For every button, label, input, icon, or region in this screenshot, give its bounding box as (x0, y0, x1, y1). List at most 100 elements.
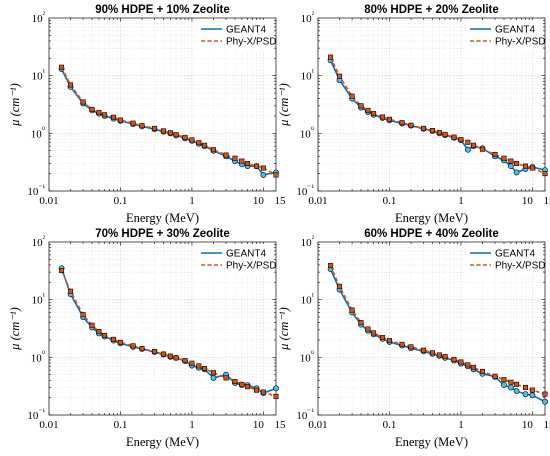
y-axis-label: μ (cm⁻¹) (8, 83, 22, 127)
x-tick-label: 0.1 (383, 419, 397, 431)
data-point (189, 360, 195, 366)
data-point (68, 82, 74, 88)
data-point (380, 335, 386, 341)
legend-label: Phy-X/PSD (226, 261, 277, 272)
chart-panel-4: 0.01 0.1 1 10 15 10⁻¹ 10⁰ 10¹ 10² 60% HDPE + 40% … (277, 228, 550, 449)
data-point (260, 165, 266, 171)
x-tick-label: 0.01 (308, 419, 327, 431)
data-point (253, 163, 259, 169)
data-point (408, 122, 414, 128)
data-point (442, 354, 448, 360)
data-point (458, 359, 464, 365)
x-tick-label: 1 (458, 419, 464, 431)
data-point (371, 111, 377, 117)
chart-title: 80% HDPE + 20% Zeolite (364, 4, 499, 16)
data-point (514, 381, 520, 387)
data-point (239, 381, 245, 387)
chart-panel-1: 0.01 0.1 1 10 15 10⁻¹ 10⁰ 10¹ 10² 90% HDPE + 10% … (8, 4, 286, 225)
legend-label: GEANT4 (495, 25, 535, 36)
data-point (371, 330, 377, 336)
data-point (471, 364, 477, 370)
data-point (96, 329, 102, 335)
x-tick-label: 10 (253, 419, 265, 431)
data-point (117, 339, 123, 345)
data-point (464, 146, 471, 153)
data-point (522, 391, 529, 398)
data-point (492, 373, 498, 379)
series-phyx-psd (59, 64, 279, 178)
x-axis-label: Energy (MeV) (395, 435, 468, 449)
x-tick-label: 10 (253, 195, 265, 207)
data-point (89, 106, 95, 112)
data-point (80, 312, 86, 318)
data-point (167, 353, 173, 359)
y-tick-label: 10⁻¹ (27, 407, 45, 422)
data-point (529, 387, 535, 393)
x-tick-label: 15 (275, 195, 287, 207)
legend-label: GEANT4 (226, 25, 266, 36)
data-point (465, 362, 471, 368)
data-point (223, 152, 229, 158)
data-point (68, 288, 74, 294)
data-point (161, 128, 167, 134)
data-point (529, 165, 535, 171)
axes-frame (48, 241, 277, 416)
data-point (458, 137, 464, 143)
y-tick-label: 10⁰ (31, 349, 45, 364)
data-point (337, 73, 343, 79)
data-point (173, 132, 179, 138)
data-point (501, 155, 507, 161)
data-point (273, 385, 279, 392)
x-tick-label: 0.1 (114, 419, 128, 431)
data-point (139, 123, 145, 129)
chart-title: 70% HDPE + 30% Zeolite (95, 228, 230, 240)
data-point (245, 160, 251, 166)
data-point (111, 336, 117, 342)
data-point (102, 332, 108, 338)
x-tick-label: 0.1 (383, 195, 397, 207)
data-point (210, 374, 217, 381)
legend-box (198, 244, 274, 274)
data-point (386, 338, 392, 344)
data-point (239, 158, 245, 164)
data-point (513, 169, 520, 176)
data-point (479, 368, 485, 374)
data-point (80, 99, 86, 105)
data-point (196, 140, 202, 146)
y-tick-label: 10² (32, 10, 46, 25)
x-tick-label: 15 (544, 419, 550, 431)
data-point (89, 322, 95, 328)
legend-label: Phy-X/PSD (495, 261, 546, 272)
x-axis-label: Energy (MeV) (126, 211, 199, 225)
data-point (492, 151, 498, 157)
data-point (173, 355, 179, 361)
data-point (232, 379, 238, 385)
x-axis-label: Energy (MeV) (395, 211, 468, 225)
chart-panel-3: 0.01 0.1 1 10 15 10⁻¹ 10⁰ 10¹ 10² 70% HDPE + 30% … (8, 228, 286, 449)
data-point (522, 384, 528, 390)
data-point (328, 263, 334, 269)
series-phyx-psd (59, 268, 279, 399)
x-tick-label: 0.01 (308, 195, 327, 207)
data-point (436, 352, 442, 358)
data-point (96, 109, 102, 115)
axes-frame (317, 241, 546, 416)
data-point (349, 307, 355, 313)
x-tick-label: 1 (189, 419, 195, 431)
x-tick-label: 10 (522, 419, 534, 431)
data-point (542, 398, 548, 405)
data-point (196, 363, 202, 369)
data-point (260, 172, 267, 178)
data-point (210, 147, 216, 153)
data-point (542, 171, 548, 177)
y-tick-label: 10² (301, 10, 315, 25)
series-phyx-psd (328, 263, 548, 397)
data-point (430, 127, 436, 133)
data-point (408, 344, 414, 350)
data-point (365, 107, 371, 113)
data-point (210, 370, 216, 376)
